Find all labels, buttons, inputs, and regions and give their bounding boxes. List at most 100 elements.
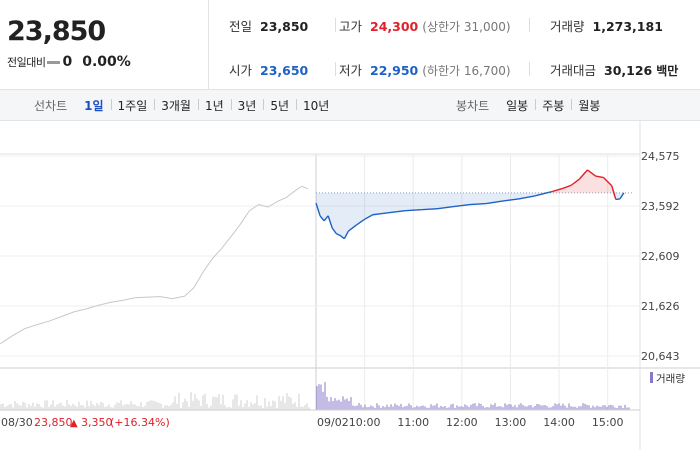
stat-label: 고가 [339,19,363,34]
tab-10year[interactable]: 10년 [296,97,336,114]
price-segment-down [388,209,406,214]
price-segment-down [331,227,337,234]
divider [529,62,530,76]
stat-volume: 거래량 1,273,181 [550,16,663,35]
price-segment-down [315,202,321,216]
price-chart[interactable]: 24,575 23,592 22,609 21,626 20,643 거래량 08/30… [0,120,700,450]
y-tick-label: 21,626 [641,300,680,313]
lower-limit: (하한가 16,700) [422,64,511,78]
change-row: 전일대비 0 0.00% [7,54,131,70]
stat-amount: 거래대금 30,126 백만 [550,60,678,79]
current-price: 23,850 [7,16,106,47]
upper-limit: (상한가 31,000) [422,20,511,34]
stat-value: 24,300 [370,19,419,34]
change-value: 0 [62,54,73,70]
x-tick-label: 13:00 [495,416,527,429]
tab-monthly-candle[interactable]: 월봉 [571,97,607,114]
volume-panel: 거래량 [0,372,685,411]
stat-label: 시가 [229,63,253,78]
amount-unit: 백만 [656,64,679,78]
price-segment-down [405,208,422,212]
price-segment-up [562,184,572,189]
flat-icon [47,60,61,64]
today-date-label: 09/02 [317,416,349,429]
price-segment-down [335,232,341,237]
price-segment-up [603,177,613,187]
x-axis: 08/30 23,850▲ 3,350(+16.34%) 09/02 10:00 11:0… [1,416,624,429]
price-segment-down [343,230,350,239]
price-segment-down [619,192,625,200]
chart-svg: 24,575 23,592 22,609 21,626 20,643 거래량 08/30… [0,120,700,450]
prev-day-line [0,185,309,345]
x-tick-label: 15:00 [592,416,624,429]
price-segment-down [327,215,333,229]
price-segment-down [372,212,390,216]
stat-value: 22,950 [370,63,419,78]
change-label: 전일대비 [7,56,46,69]
stat-low: 저가 22,950 (하한가 16,700) [339,60,511,79]
prev-day-series [0,185,309,345]
price-segment-down [421,207,438,211]
y-tick-label: 24,575 [641,150,680,163]
tab-1year[interactable]: 1년 [197,97,231,114]
candle-tabs: 봉차트 일봉 주봉 월봉 [456,90,607,120]
tab-1day[interactable]: 1일 [84,98,104,113]
price-segment-down [486,200,503,205]
price-segment-up [570,178,580,186]
stat-label: 거래대금 [550,63,597,78]
stat-value: 23,850 [260,19,309,34]
price-segment-down [364,214,374,220]
stat-label: 저가 [339,63,363,78]
price-segment-down [534,191,552,197]
price-segment-up [595,175,604,179]
stat-open: 시가 23,650 [229,60,308,79]
price-segment-up [611,185,617,200]
divider [529,18,530,32]
chart-tabbar: 선차트 1일 1주일 3개월 1년 3년 5년 10년 봉차트 일봉 주봉 월봉 [0,89,700,121]
line-chart-title: 선차트 [34,98,68,113]
stats-panel: 전일 23,850 고가 24,300 (상한가 31,000) 거래량 1,273,1… [209,0,700,89]
volume-legend-icon [650,372,653,383]
price-summary: 23,850 전일대비 0 0.00% [0,0,209,89]
price-segment-down [323,215,329,222]
up-arrow-icon: ▲ [70,418,78,429]
stat-value: 23,650 [260,63,309,78]
below-reference-area [316,192,624,239]
divider [335,62,336,76]
stat-value: 1,273,181 [592,19,663,34]
price-segment-down [502,198,519,202]
price-segment-up [587,169,596,177]
stat-value: 30,126 [604,63,653,78]
y-tick-label: 23,592 [641,200,680,213]
today-series [315,169,632,240]
y-tick-label: 20,643 [641,350,680,363]
x-tick-label: 11:00 [397,416,429,429]
stat-high: 고가 24,300 (상한가 31,000) [339,16,511,35]
stat-label: 거래량 [550,19,585,34]
tab-5year[interactable]: 5년 [263,97,296,114]
tab-1week[interactable]: 1주일 [110,97,155,114]
price-segment-down [469,202,487,206]
candle-chart-title: 봉차트 [456,98,490,113]
tab-weekly-candle[interactable]: 주봉 [535,97,571,114]
price-segment-up [578,169,588,180]
price-segment-down [518,195,535,200]
y-axis: 24,575 23,592 22,609 21,626 20,643 [641,150,680,363]
price-segment-up [550,187,564,193]
tab-3month[interactable]: 3개월 [154,97,198,114]
price-segment-down [339,235,345,240]
divider [335,18,336,32]
prev-date-label: 08/30 [1,416,33,429]
x-tick-label: 14:00 [543,416,575,429]
prev-close-label: 23,850 [34,416,73,429]
tab-3year[interactable]: 3년 [230,97,264,114]
price-segment-down [615,198,620,201]
x-tick-label: 10:00 [349,416,381,429]
tab-daily-candle[interactable]: 일봉 [506,98,529,113]
x-tick-label: 12:00 [446,416,478,429]
price-segment-down [356,218,366,226]
above-reference-area [316,169,624,193]
price-segment-down [347,224,357,232]
period-tabs: 선차트 1일 1주일 3개월 1년 3년 5년 10년 [34,90,336,120]
grid [0,120,700,450]
